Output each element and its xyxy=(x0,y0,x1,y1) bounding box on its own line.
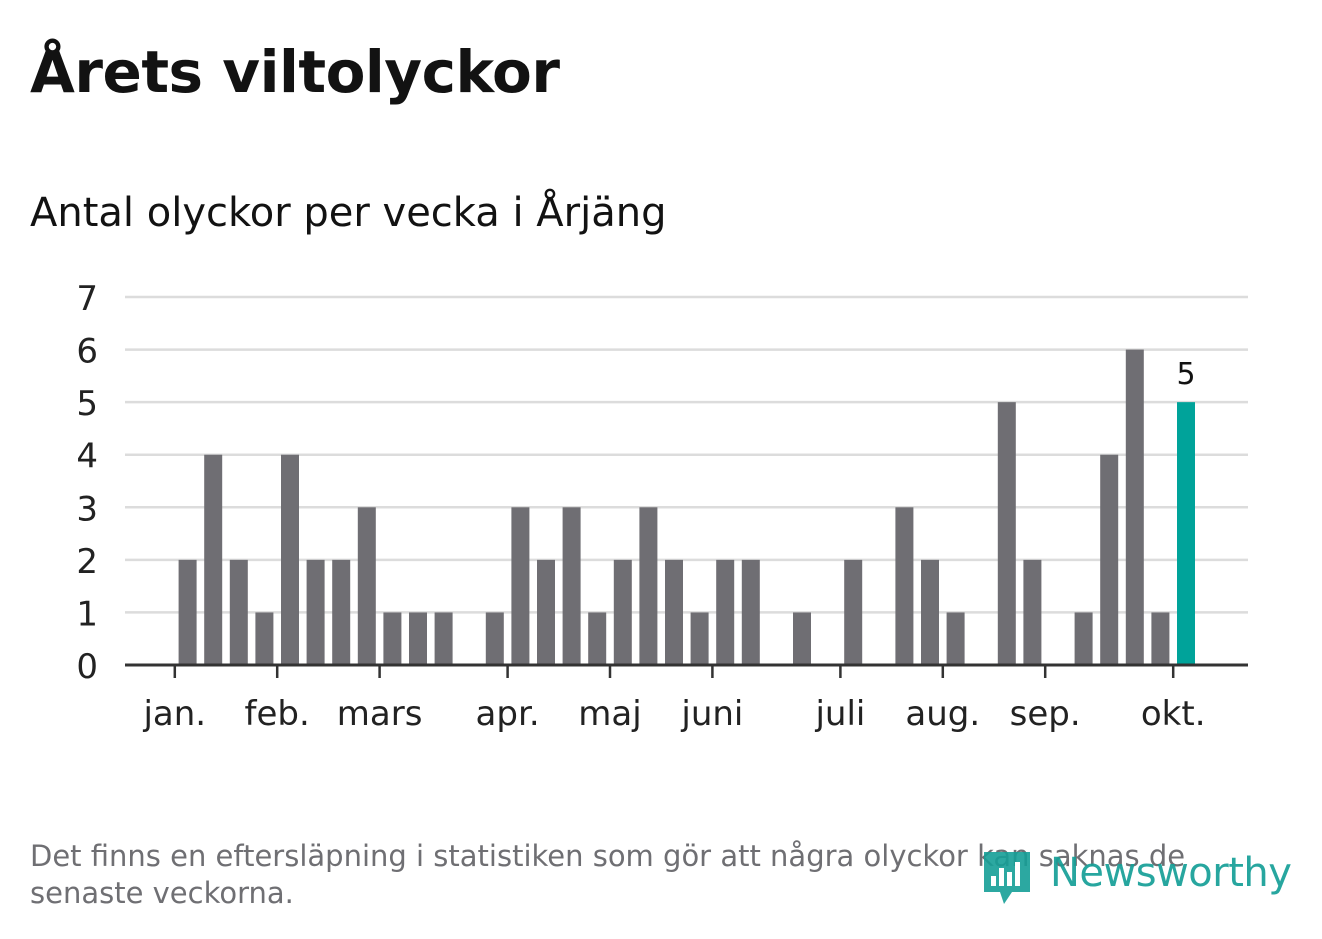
x-tick-label: maj xyxy=(578,694,641,734)
bar xyxy=(434,612,453,665)
x-tick-label: okt. xyxy=(1141,694,1206,734)
bar xyxy=(1074,612,1093,665)
x-tick-label: feb. xyxy=(245,694,310,734)
bar xyxy=(537,559,555,665)
bar-highlighted xyxy=(1177,402,1195,665)
bar xyxy=(639,507,658,665)
bar xyxy=(1023,559,1042,665)
bar xyxy=(229,559,248,665)
chart-subtitle: Antal olyckor per vecka i Årjäng xyxy=(30,190,667,236)
bars xyxy=(178,349,1195,665)
bar xyxy=(665,559,683,665)
bar xyxy=(997,402,1016,665)
y-tick-label: 1 xyxy=(76,594,98,634)
y-tick-label: 7 xyxy=(76,279,98,319)
y-tick-label: 0 xyxy=(76,647,98,687)
newsworthy-logo-text: Newsworthy xyxy=(1050,850,1292,896)
bar xyxy=(562,507,581,665)
bar xyxy=(895,507,914,665)
bar xyxy=(1100,454,1119,665)
chart-title: Årets viltolyckor xyxy=(30,38,560,106)
y-axis-ticks: 0 1 2 3 4 5 6 7 xyxy=(76,279,98,687)
x-tick-label: mars xyxy=(337,694,423,734)
bar xyxy=(844,559,863,665)
newsworthy-logo-icon xyxy=(984,852,1030,904)
y-tick-label: 4 xyxy=(76,437,98,477)
bar-value-label: 5 xyxy=(1176,357,1195,392)
bar xyxy=(921,559,939,665)
bar xyxy=(613,559,632,665)
x-tick-label: apr. xyxy=(476,694,540,734)
bar-chart: 0 1 2 3 4 5 6 7 jan. feb. mars apr. maj juni juli aug.… xyxy=(76,279,1248,734)
bar xyxy=(332,559,351,665)
bar xyxy=(281,454,299,665)
bar xyxy=(741,559,760,665)
bar xyxy=(1151,612,1170,665)
bar xyxy=(690,612,709,665)
newsworthy-logo: Newsworthy xyxy=(980,846,1292,912)
bar xyxy=(485,612,504,665)
bar xyxy=(793,612,811,665)
bar xyxy=(306,559,325,665)
bar xyxy=(357,507,376,665)
y-tick-label: 2 xyxy=(76,542,98,582)
y-tick-label: 5 xyxy=(76,384,98,424)
y-tick-label: 3 xyxy=(76,489,98,529)
x-tick-label: juli xyxy=(814,694,865,734)
bar xyxy=(716,559,735,665)
x-tick-label: aug. xyxy=(905,694,980,734)
bar xyxy=(511,507,530,665)
y-tick-label: 6 xyxy=(76,332,98,372)
bar xyxy=(178,559,197,665)
bar xyxy=(1125,349,1144,665)
bar xyxy=(204,454,223,665)
bar xyxy=(255,612,274,665)
x-axis-ticks: jan. feb. mars apr. maj juni juli aug. sep. okt. xyxy=(142,665,1206,734)
x-tick-label: juni xyxy=(680,694,743,734)
x-tick-label: jan. xyxy=(142,694,206,734)
data-labels: 5 xyxy=(1176,357,1195,392)
bar xyxy=(383,612,402,665)
bar xyxy=(409,612,427,665)
x-tick-label: sep. xyxy=(1010,694,1081,734)
bar xyxy=(588,612,607,665)
bar xyxy=(946,612,965,665)
